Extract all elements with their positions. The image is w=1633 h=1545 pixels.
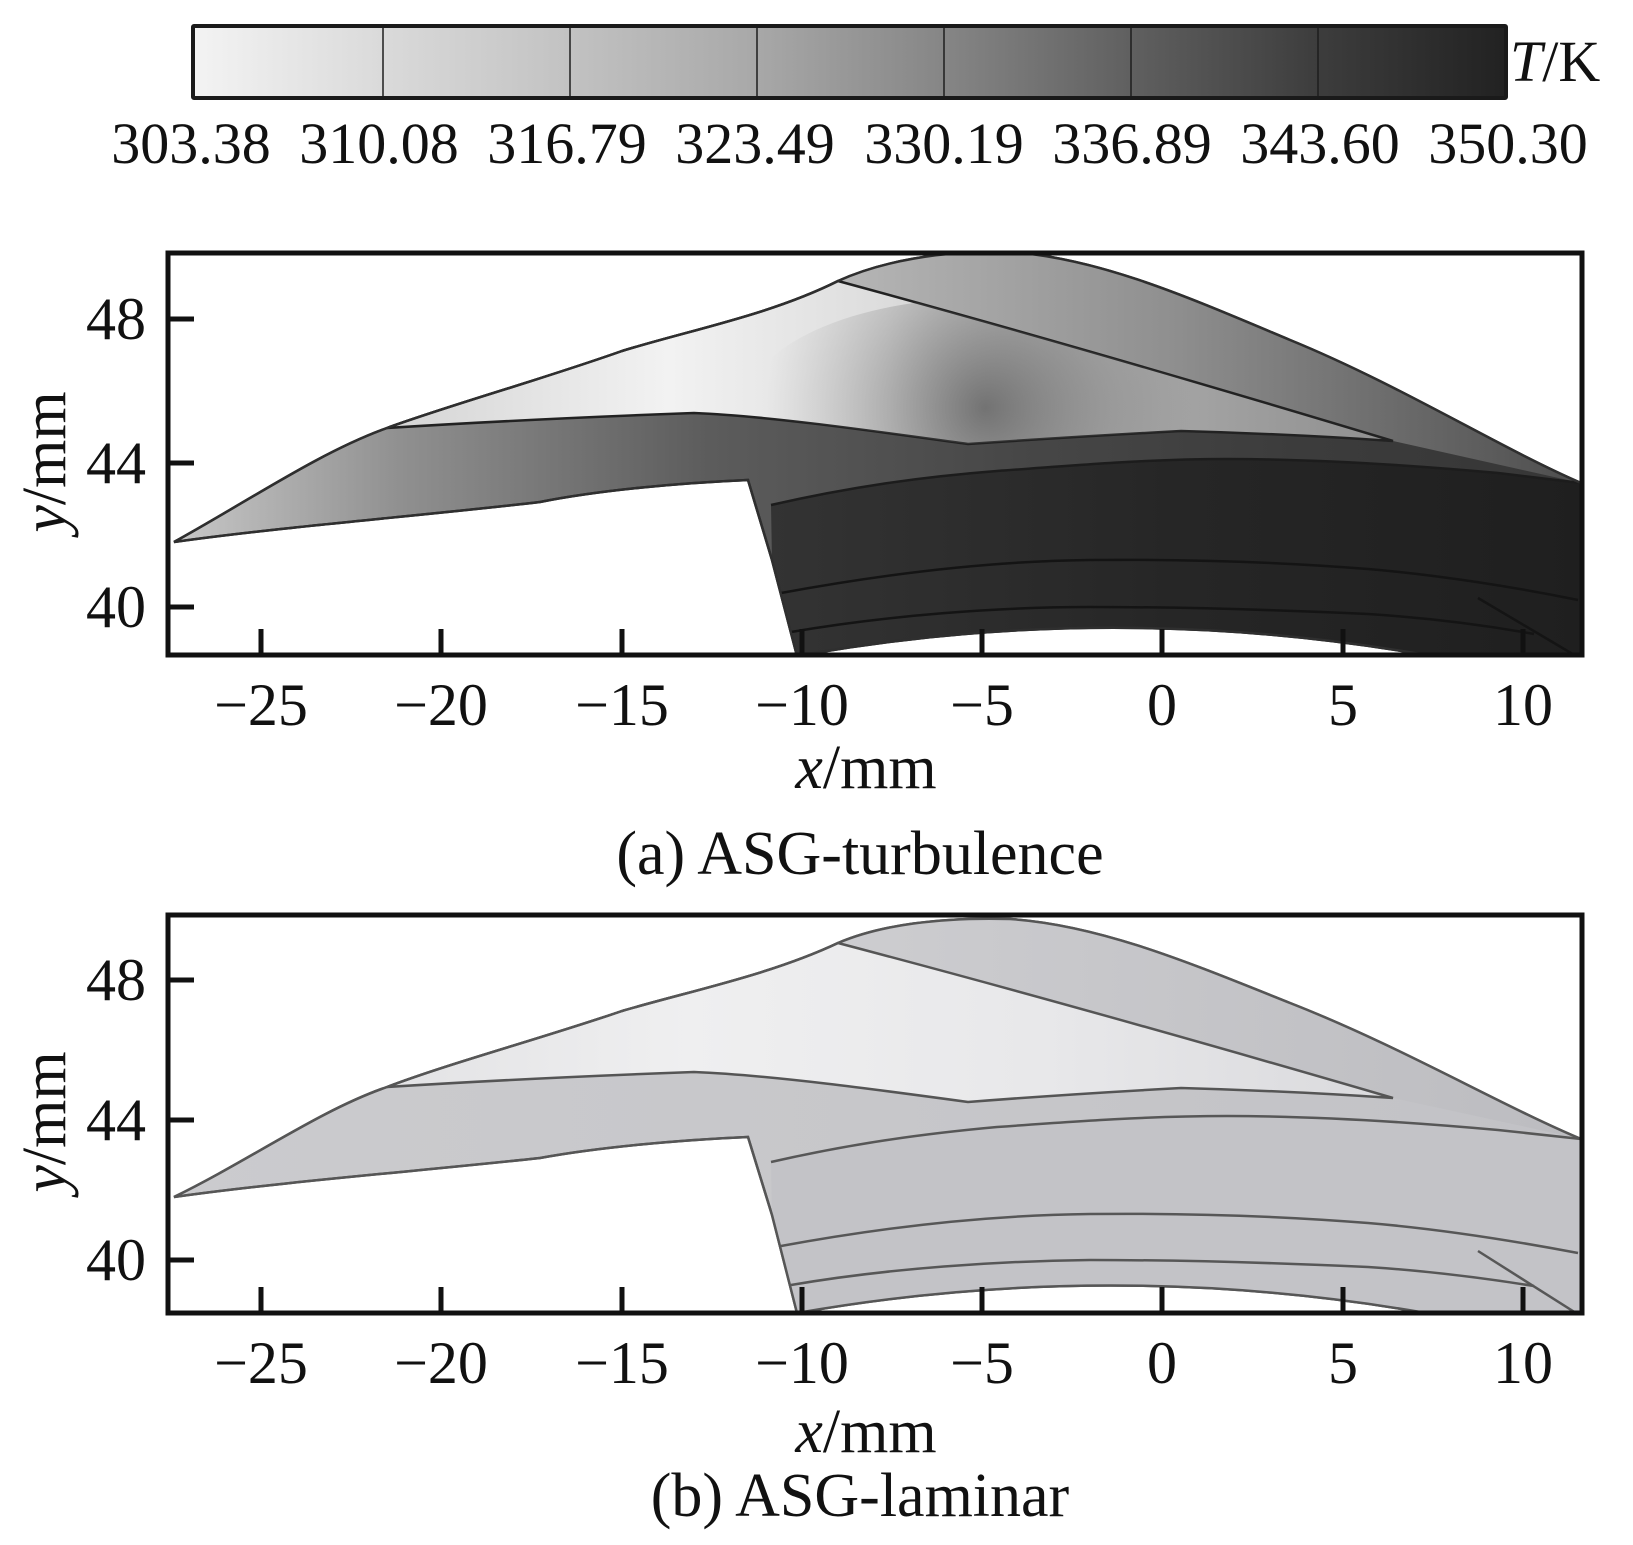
plot-a-ylabel-unit: /mm — [11, 391, 79, 506]
plot-a-ytick-label: 40 — [86, 574, 146, 640]
plot-b-xlabel-var: x — [795, 1398, 823, 1466]
plot-a-xtick-label: −5 — [950, 672, 1014, 738]
plot-a-caption: (a) ASG-turbulence — [616, 820, 1104, 888]
plot-b-xtick-label: −20 — [394, 1330, 488, 1396]
plot-a-xtick-label: 0 — [1147, 672, 1177, 738]
plot-b-ytick-label: 40 — [86, 1227, 146, 1293]
plot-a-ylabel-var: y — [11, 505, 79, 533]
plot-a-xtick-label: −25 — [214, 672, 308, 738]
plot-b-ytick-label: 44 — [86, 1087, 146, 1153]
plot-b-x-ticks — [258, 1287, 1526, 1313]
plot-b-xtick-label: −15 — [575, 1330, 669, 1396]
plot-b-y-ticks — [168, 977, 194, 1263]
plot-a-y-ticks — [168, 316, 194, 610]
plot-b-caption: (b) ASG-laminar — [650, 1462, 1070, 1530]
plot-b-ylabel-var: y — [11, 1165, 79, 1193]
plot-b-ytick-label: 48 — [86, 947, 146, 1013]
plot-b-ylabel: y/mm — [7, 962, 83, 1282]
plot-a-band-region — [838, 253, 1581, 483]
plot-b-xtick-label: 0 — [1147, 1330, 1177, 1396]
plot-a-axes — [165, 250, 1585, 658]
plot-b-contour-line-mid — [770, 1114, 1582, 1164]
colorbar-tick-label: 350.30 — [1428, 111, 1588, 176]
plot-b-contour-field — [173, 917, 1582, 1313]
plot-a-ylabel: y/mm — [7, 302, 83, 622]
colorbar-divider — [943, 28, 945, 96]
plot-b-xtick-label: 5 — [1328, 1330, 1358, 1396]
colorbar-divider — [568, 28, 571, 96]
colorbar-divider — [755, 28, 758, 96]
plot-a-xtick-label: 10 — [1493, 672, 1553, 738]
plot-b-axes — [165, 912, 1585, 1316]
plot-a-contour-line-mid — [770, 457, 1582, 507]
plot-a-xtick-label: −15 — [575, 672, 669, 738]
colorbar-title-unit: /K — [1542, 29, 1601, 94]
plot-a-contour-slant — [1477, 596, 1577, 655]
colorbar-title: T/K — [1510, 30, 1600, 94]
plot-a-ytick-label: 44 — [86, 430, 146, 496]
plot-a-contour-arc-upper — [780, 558, 1579, 602]
colorbar-tick-label: 310.08 — [299, 111, 459, 176]
colorbar-tick-label: 343.60 — [1240, 111, 1400, 176]
plot-a-contour-field — [173, 253, 1582, 655]
plot-b-xtick-label: −10 — [755, 1330, 849, 1396]
plot-b-blade-outline — [173, 917, 1582, 1313]
plot-b-contour-arc-lower — [790, 1258, 1535, 1288]
plot-a-xtick-label: −20 — [394, 672, 488, 738]
colorbar-tick-label: 316.79 — [487, 111, 647, 176]
colorbar-tick-label: 336.89 — [1052, 111, 1212, 176]
plot-b-contour-arc-upper — [780, 1212, 1579, 1255]
plot-b-band-region — [838, 918, 1581, 1139]
plot-a-contour-arc-lower — [790, 605, 1535, 636]
plot-b-xtick-label: −25 — [214, 1330, 308, 1396]
colorbar — [191, 24, 1508, 100]
plot-a-xlabel-unit: /mm — [822, 734, 937, 802]
colorbar-divider — [382, 28, 384, 96]
plot-b-ylabel-unit: /mm — [11, 1051, 79, 1166]
colorbar-divider — [1316, 28, 1319, 96]
plot-a-xlabel-var: x — [795, 734, 823, 802]
plot-a-x-ticks — [258, 629, 1526, 655]
plot-a-xtick-label: 5 — [1328, 672, 1358, 738]
plot-b-contour-slant — [1477, 1249, 1577, 1313]
plot-b-xlabel-unit: /mm — [822, 1398, 937, 1466]
colorbar-tick-label: 323.49 — [675, 111, 835, 176]
plot-a-xlabel: x/mm — [616, 732, 1116, 804]
plot-a-hot-region — [771, 459, 1581, 655]
plot-a-xtick-label: −10 — [755, 672, 849, 738]
plot-b-frame — [165, 912, 1585, 1316]
colorbar-tick-label: 303.38 — [111, 111, 271, 176]
plot-b-xtick-label: 10 — [1493, 1330, 1553, 1396]
colorbar-title-var: T — [1510, 29, 1543, 94]
plot-a-ytick-label: 48 — [86, 286, 146, 352]
plot-b-xlabel: x/mm — [616, 1396, 1116, 1468]
plot-b-xtick-label: −5 — [950, 1330, 1014, 1396]
colorbar-divider — [1130, 28, 1132, 96]
plot-a-frame — [165, 250, 1585, 658]
plot-a-blade-outline — [173, 253, 1582, 655]
colorbar-tick-label: 330.19 — [864, 111, 1024, 176]
